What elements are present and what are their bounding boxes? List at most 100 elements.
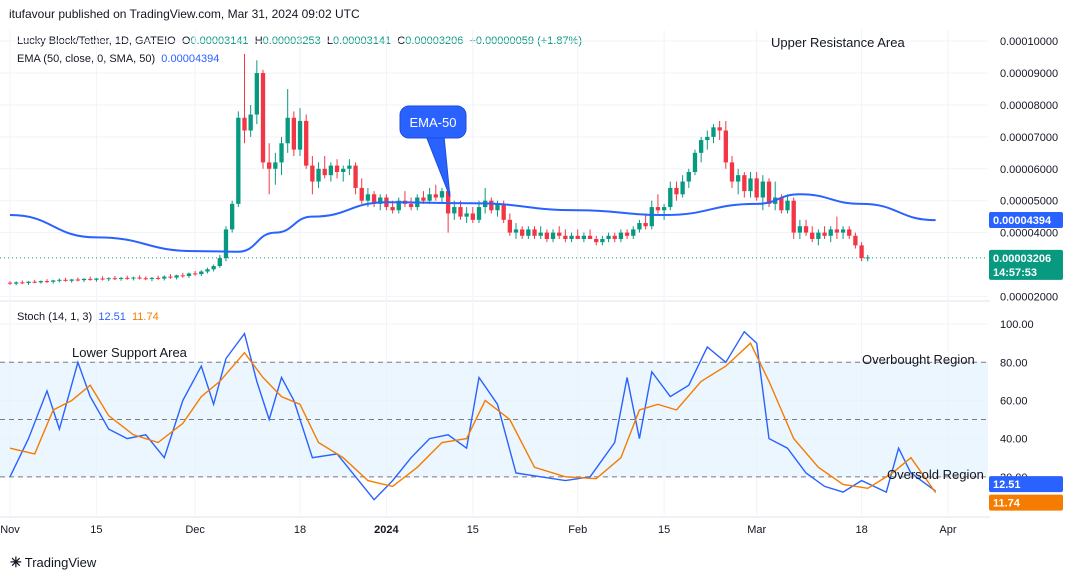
candle — [217, 254, 222, 268]
candle — [304, 114, 309, 169]
tradingview-logo-icon: ✳ — [10, 554, 22, 570]
candle-body — [51, 280, 56, 282]
candle — [773, 181, 778, 211]
candle-body — [408, 203, 414, 208]
candle-body — [347, 165, 352, 169]
candle — [20, 280, 25, 284]
candle — [131, 276, 136, 281]
candle — [557, 226, 562, 239]
candle-body — [236, 117, 241, 204]
candle — [513, 223, 519, 239]
candle-body — [63, 279, 68, 281]
candle — [717, 120, 722, 141]
stoch-legend: Stoch (14, 1, 3) 12.51 11.74 — [17, 311, 159, 323]
candle — [723, 120, 728, 169]
candle — [594, 235, 599, 246]
candle — [489, 197, 494, 214]
candle-body — [223, 229, 229, 259]
candle — [229, 200, 235, 233]
candle-body — [69, 279, 74, 281]
candle — [686, 168, 691, 188]
candle-body — [557, 232, 562, 236]
candle-body — [291, 117, 297, 150]
candle-body — [162, 276, 167, 279]
candle — [711, 124, 716, 144]
ema-callout-box — [399, 105, 467, 139]
candle-body — [20, 282, 25, 284]
candle — [563, 229, 568, 243]
candle-body — [847, 229, 852, 236]
candle-body — [186, 273, 192, 276]
candle — [520, 226, 525, 239]
candle — [785, 194, 790, 214]
candle-body — [569, 235, 574, 239]
candle — [550, 229, 556, 243]
ema-line — [9, 193, 936, 253]
candle — [464, 207, 469, 224]
candle — [353, 162, 358, 195]
stoch-d-badge: 11.74 — [993, 498, 1021, 510]
candle — [760, 175, 766, 211]
time-tick-label: Feb — [568, 524, 587, 536]
stoch-k-badge: 12.51 — [993, 479, 1021, 491]
candle-body — [390, 207, 395, 211]
candle — [618, 229, 624, 243]
candle-body — [199, 271, 204, 275]
candle-body — [328, 165, 334, 176]
candle — [316, 162, 321, 188]
candle-body — [433, 194, 438, 198]
candle — [347, 159, 352, 176]
candle-body — [594, 238, 599, 243]
candle — [112, 275, 118, 281]
candle — [137, 275, 142, 280]
candle-body — [810, 232, 815, 239]
countdown-badge: 14:57:53 — [993, 267, 1037, 279]
candle — [476, 200, 482, 224]
candle — [803, 219, 809, 236]
candle — [624, 229, 630, 239]
candle — [100, 276, 105, 281]
candle — [57, 278, 62, 283]
candle-body — [575, 235, 580, 239]
candle — [526, 226, 531, 239]
annotations: Upper Resistance Area Lower Support Area O… — [72, 35, 984, 482]
time-tick-label: Apr — [939, 524, 956, 536]
time-tick-label: 18 — [855, 524, 867, 536]
candle-body — [168, 276, 173, 278]
candle — [334, 159, 340, 179]
candle-body — [803, 226, 809, 233]
candle-body — [612, 235, 617, 239]
stoch-k-badge-bg — [989, 476, 1063, 493]
candle-body — [550, 232, 556, 239]
time-tick-label: 18 — [294, 524, 306, 536]
candle-body — [865, 257, 870, 259]
last-price-badge: 0.00003206 — [993, 253, 1051, 265]
candle — [736, 168, 741, 195]
candle — [118, 276, 124, 281]
price-tick-label: 0.00008000 — [1000, 100, 1058, 112]
ema-price-badge: 0.00004394 — [993, 215, 1052, 227]
candle — [402, 191, 408, 208]
candle — [328, 162, 334, 182]
candle-body — [785, 200, 790, 211]
axis-labels: 0.00002000 0.00004000 0.00005000 0.00006000… — [0, 36, 1058, 536]
candle-body — [526, 229, 531, 236]
candle — [279, 136, 284, 176]
candle — [254, 60, 259, 125]
ema-callout-label: EMA-50 — [410, 115, 457, 130]
candle-body — [180, 275, 185, 277]
candle-body — [57, 279, 62, 281]
candle-body — [137, 277, 142, 279]
candle-body — [260, 73, 266, 163]
stoch-k-line — [9, 330, 937, 501]
candle-body — [421, 197, 426, 201]
candle — [427, 187, 432, 204]
overbought-label: Overbought Region — [862, 352, 975, 367]
candle — [125, 275, 130, 280]
candle — [810, 226, 815, 243]
candle-body — [353, 165, 358, 188]
candle-body — [44, 281, 50, 283]
oversold-label: Oversold Region — [887, 467, 984, 482]
ema-callout-pointer — [425, 135, 451, 198]
